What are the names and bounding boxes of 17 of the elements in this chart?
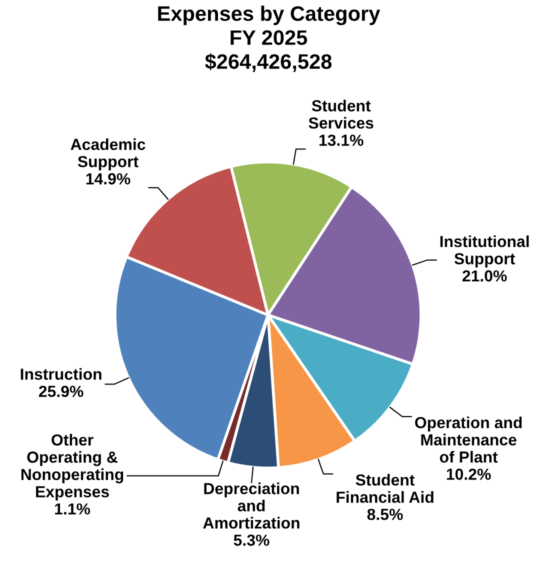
slice-label: Other Operating & Nonoperating Expenses bbox=[21, 434, 124, 501]
slice-label: Student Financial Aid bbox=[336, 474, 434, 503]
slice-label: Institutional Support bbox=[440, 235, 529, 268]
slice-label: Operation and Maintenance of Plant bbox=[415, 416, 522, 463]
chart-title: Expenses by Category FY 2025 $264,426,528 bbox=[158, 6, 380, 72]
data-label: 5.3% bbox=[234, 534, 270, 546]
data-label: 14.9% bbox=[86, 173, 130, 184]
slice-label: Instruction bbox=[20, 368, 102, 380]
data-label: 13.1% bbox=[319, 134, 364, 146]
data-label: 21.0% bbox=[462, 270, 507, 282]
slice-label: Student Services bbox=[308, 100, 374, 129]
data-label: 25.9% bbox=[38, 386, 84, 398]
data-label: 1.1% bbox=[55, 503, 90, 515]
data-label: 8.5% bbox=[367, 508, 403, 520]
slice-label: Depreciation and Amortization bbox=[203, 482, 300, 529]
data-label: 10.2% bbox=[446, 468, 491, 480]
slice-label: Academic Support bbox=[70, 138, 146, 170]
